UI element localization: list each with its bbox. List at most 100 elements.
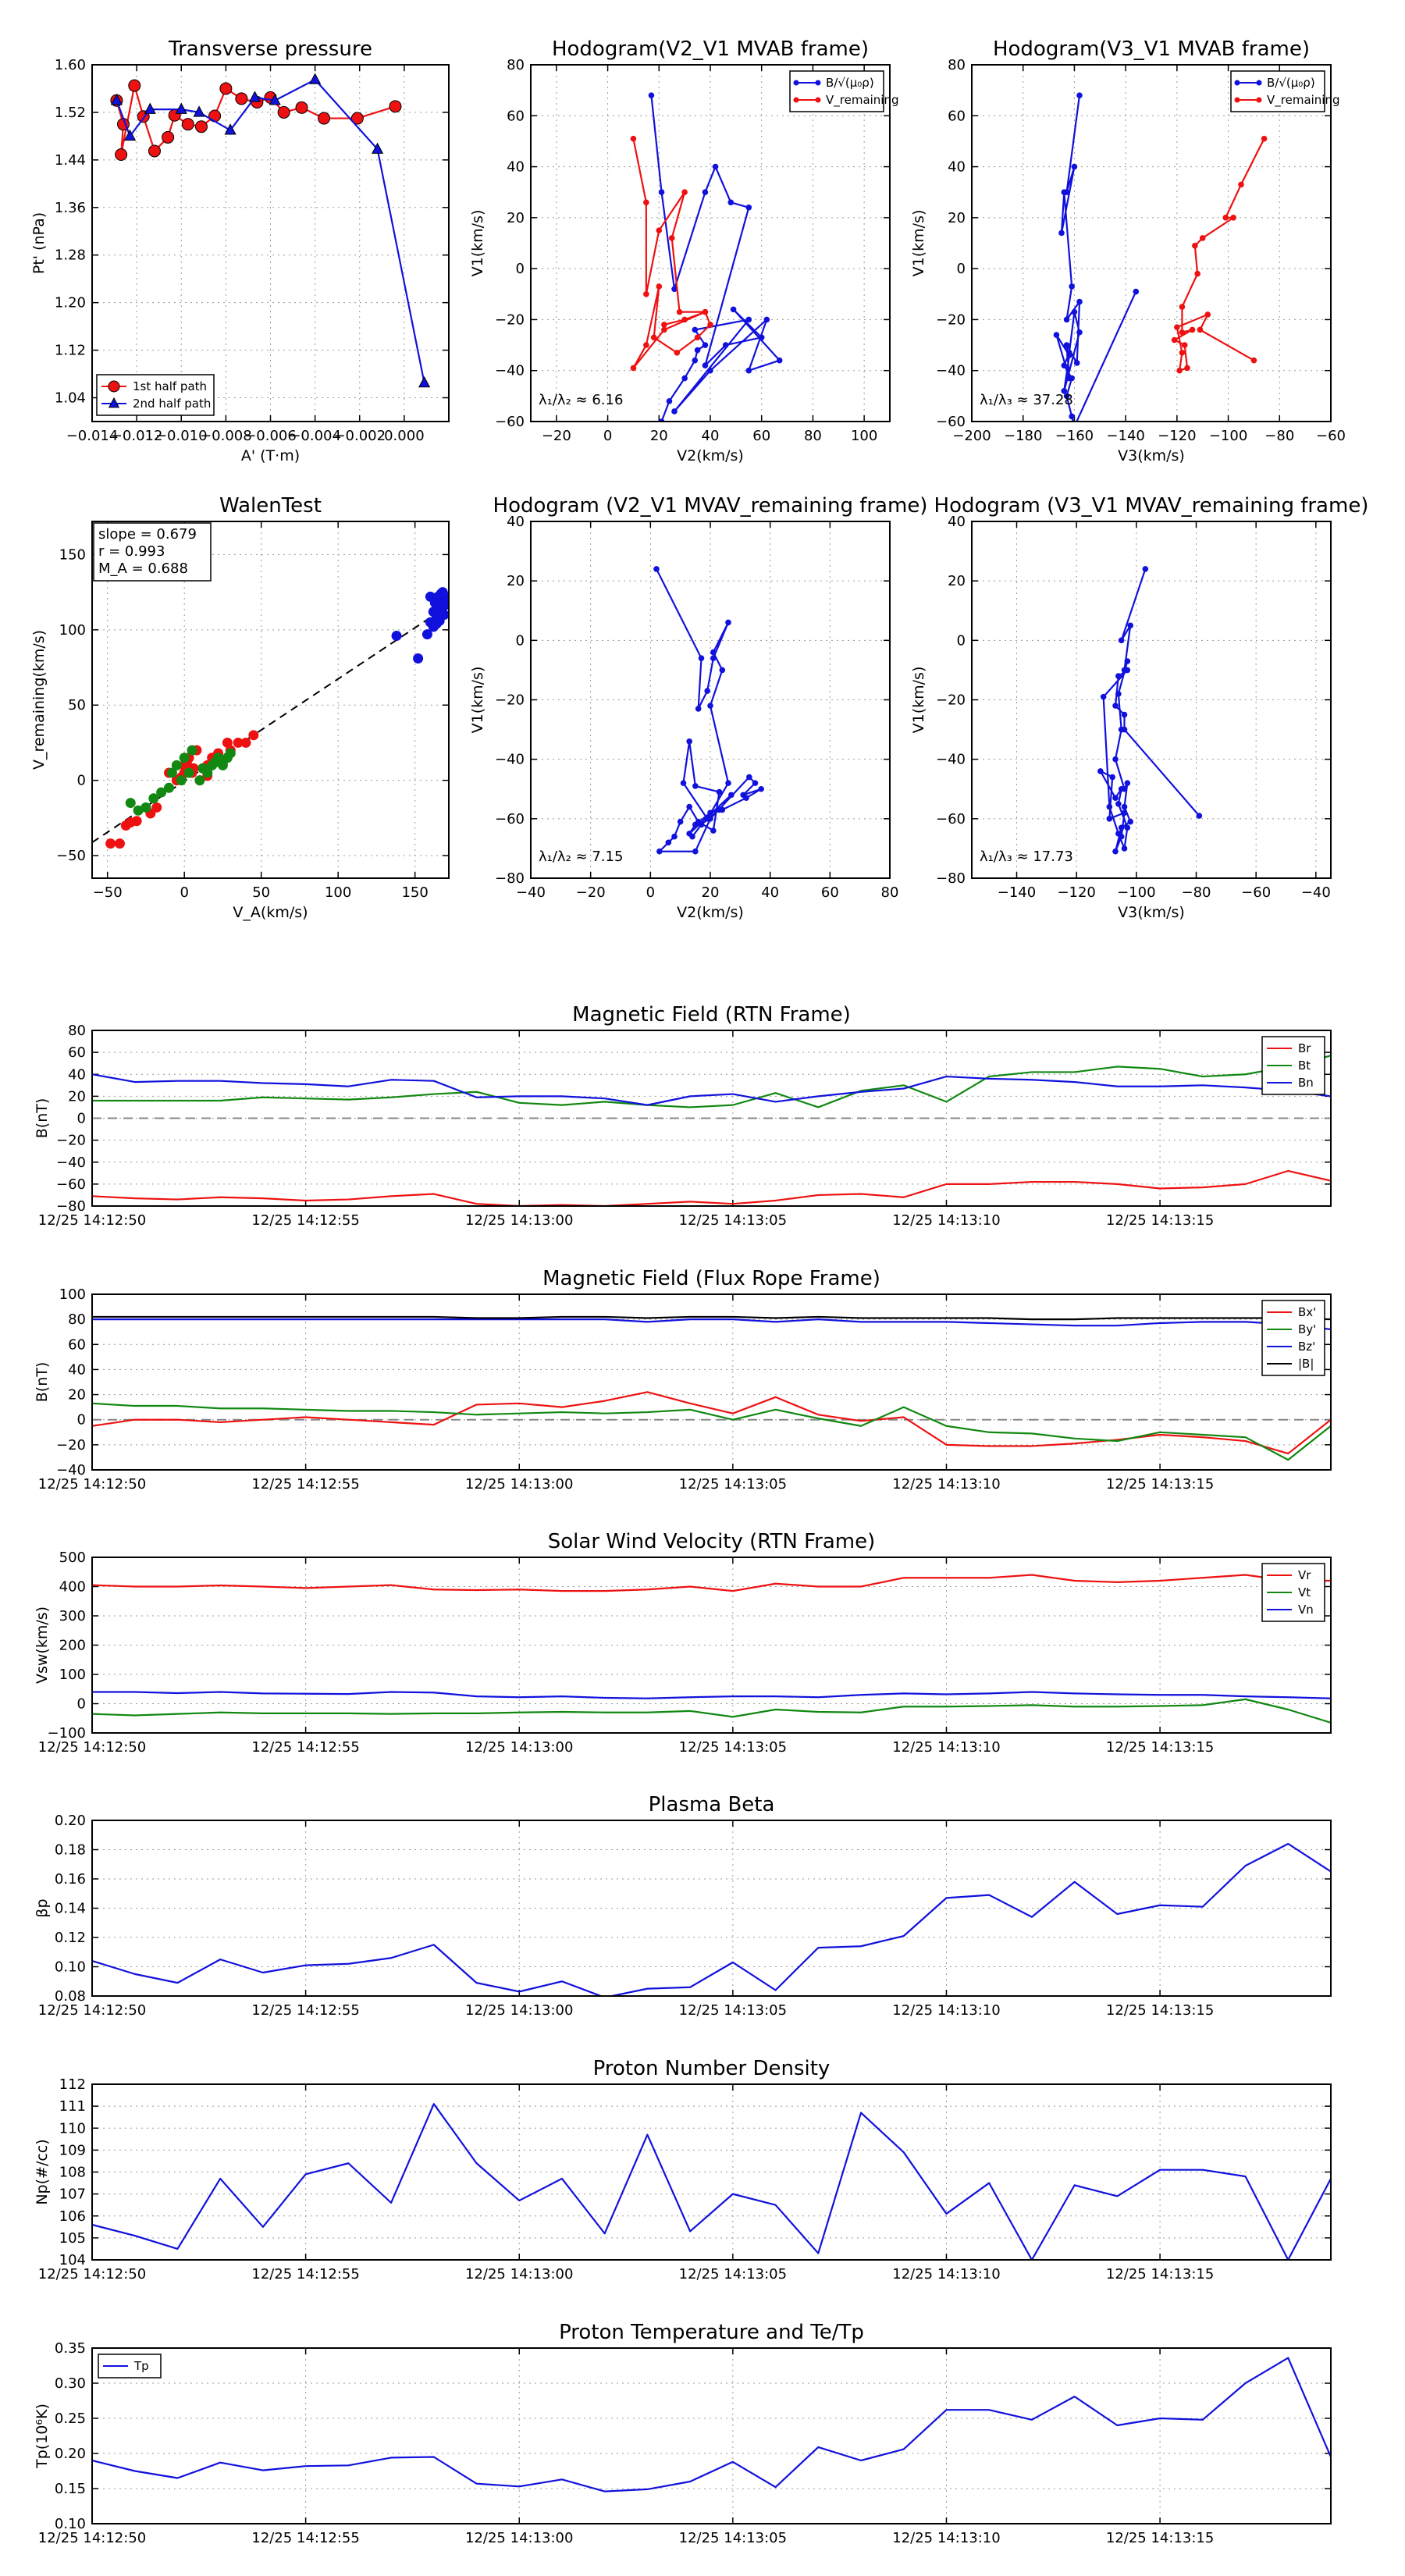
axes-frame bbox=[91, 64, 450, 422]
data-point bbox=[1069, 413, 1075, 420]
x-tick-label: −120 bbox=[1057, 884, 1095, 901]
y-tick-label: 20 bbox=[507, 210, 525, 226]
data-point bbox=[728, 792, 735, 799]
x-tick-label: 0.000 bbox=[384, 428, 425, 444]
y-tick-label: −60 bbox=[495, 811, 525, 827]
chart-walen: WalenTest −50 0 50 100 150 −50 0 50 100 150 V_A(km/… bbox=[30, 494, 450, 921]
series-line-Bx' bbox=[92, 1391, 1331, 1455]
data-point bbox=[710, 827, 717, 834]
y-tick-label: 500 bbox=[59, 1550, 86, 1566]
chart-np: Proton Number Density 12/25 14:12:50 12/25… bbox=[34, 2057, 1332, 2282]
data-point bbox=[1118, 637, 1125, 644]
y-tick-label: −60 bbox=[495, 414, 525, 430]
data-point bbox=[702, 362, 709, 368]
y-tick-label: 1.12 bbox=[55, 343, 86, 359]
data-point bbox=[183, 767, 194, 778]
eigenvalue-ratio: λ₁/λ₃ ≈ 17.73 bbox=[980, 849, 1073, 865]
legend-label: Vt bbox=[1298, 1585, 1311, 1599]
y-tick-label: 40 bbox=[507, 159, 525, 176]
data-point bbox=[1133, 288, 1140, 295]
plot-area bbox=[630, 92, 783, 422]
legend-swatch bbox=[815, 97, 821, 103]
data-point bbox=[707, 809, 713, 817]
series-line-Np bbox=[92, 2103, 1331, 2260]
data-point-marker bbox=[235, 92, 248, 105]
data-point bbox=[194, 775, 205, 786]
y-axis-label: Np(#/cc) bbox=[34, 2139, 51, 2204]
data-point bbox=[743, 795, 749, 801]
y-tick-label: 105 bbox=[59, 2230, 86, 2247]
data-point bbox=[1176, 367, 1183, 374]
y-tick-label: 107 bbox=[59, 2186, 86, 2203]
chart-title: Magnetic Field (Flux Rope Frame) bbox=[542, 1267, 880, 1290]
x-tick-label: 12/25 14:12:55 bbox=[251, 2530, 359, 2546]
legend-label: Bx' bbox=[1298, 1305, 1316, 1319]
axes-frame bbox=[91, 1030, 1332, 1207]
y-tick-label: 0.30 bbox=[55, 2375, 86, 2392]
data-point bbox=[707, 816, 713, 822]
data-point bbox=[643, 342, 649, 348]
data-point bbox=[745, 205, 752, 211]
y-tick-label: 0 bbox=[516, 261, 525, 277]
data-point-marker bbox=[295, 101, 308, 114]
data-point bbox=[695, 706, 702, 712]
data-point bbox=[1121, 845, 1128, 852]
data-point-marker bbox=[418, 375, 431, 388]
y-tick-label: −20 bbox=[936, 311, 966, 328]
y-tick-label: 0 bbox=[77, 1412, 86, 1429]
x-tick-label: 12/25 14:13:05 bbox=[679, 2530, 787, 2546]
x-tick-label: 12/25 14:13:05 bbox=[679, 1739, 787, 1756]
data-point bbox=[676, 308, 683, 315]
y-axis-label: Pt' (nPa) bbox=[30, 212, 48, 274]
y-tick-label: 80 bbox=[68, 1023, 86, 1039]
x-tick-label: 12/25 14:13:15 bbox=[1106, 2530, 1214, 2546]
y-tick-label: 20 bbox=[507, 573, 525, 589]
data-point bbox=[702, 308, 709, 315]
data-point bbox=[694, 334, 701, 341]
stats-line: M_A = 0.688 bbox=[98, 560, 188, 577]
y-tick-label: 111 bbox=[59, 2098, 86, 2115]
y-axis-label: V1(km/s) bbox=[910, 210, 927, 277]
legend-label: By' bbox=[1298, 1322, 1316, 1336]
legend-label: 1st half path bbox=[133, 379, 207, 393]
y-tick-label: 0.14 bbox=[55, 1901, 86, 1917]
y-tick-label: 0.15 bbox=[55, 2481, 86, 2497]
data-point bbox=[1124, 658, 1131, 664]
data-point bbox=[686, 738, 692, 745]
y-tick-label: 20 bbox=[68, 1387, 86, 1404]
chart-title: Hodogram(V3_V1 MVAB frame) bbox=[993, 37, 1310, 61]
y-tick-label: −20 bbox=[56, 1437, 86, 1453]
data-point bbox=[758, 785, 764, 792]
chart-title: Solar Wind Velocity (RTN Frame) bbox=[548, 1530, 875, 1553]
data-point bbox=[1058, 229, 1065, 237]
y-tick-label: 40 bbox=[948, 514, 966, 530]
data-point bbox=[1194, 270, 1200, 277]
x-tick-label: 12/25 14:13:00 bbox=[465, 1739, 573, 1756]
data-point bbox=[689, 833, 695, 840]
data-point-marker bbox=[372, 142, 384, 154]
y-tick-label: 0.25 bbox=[55, 2411, 86, 2427]
legend-label: Tp bbox=[133, 2359, 149, 2373]
x-tick-label: 0 bbox=[180, 884, 188, 901]
data-point-marker bbox=[219, 82, 233, 95]
data-point bbox=[1061, 189, 1068, 196]
data-point-marker bbox=[115, 148, 128, 162]
y-tick-label: −40 bbox=[936, 752, 966, 768]
y-tick-label: −20 bbox=[56, 1133, 86, 1149]
axes-frame bbox=[91, 1820, 1332, 1997]
data-point bbox=[1112, 756, 1119, 763]
data-point-marker bbox=[350, 112, 364, 125]
data-point-marker bbox=[194, 120, 208, 133]
x-tick-label: 100 bbox=[325, 884, 351, 901]
x-tick-label: −0.012 bbox=[111, 428, 163, 444]
x-tick-label: −0.008 bbox=[200, 428, 252, 444]
data-point bbox=[217, 760, 228, 770]
y-tick-label: 80 bbox=[948, 57, 966, 73]
data-point bbox=[1063, 316, 1070, 323]
x-axis-label: V2(km/s) bbox=[677, 904, 744, 921]
axes-frame bbox=[91, 2083, 1332, 2261]
series-line-V_remaining bbox=[1173, 138, 1265, 372]
y-tick-label: 20 bbox=[948, 573, 966, 589]
y-tick-label: 0 bbox=[77, 1696, 86, 1713]
data-point bbox=[1204, 311, 1211, 318]
